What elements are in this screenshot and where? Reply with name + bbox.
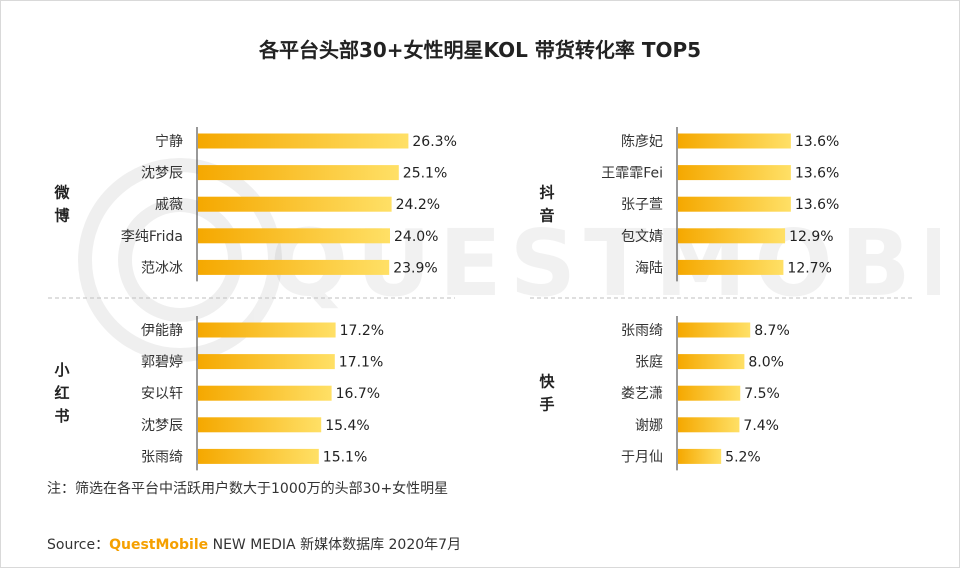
value-label: 24.0% — [394, 229, 438, 245]
bar — [198, 259, 390, 275]
footnote: 注：筛选在各平台中活跃用户数大于1000万的头部30+女性明星 — [47, 481, 449, 497]
category-label: 安以轩 — [141, 386, 183, 402]
category-label: 张子萱 — [621, 197, 663, 213]
value-label: 16.7% — [336, 386, 380, 402]
panel-微博: 微博 宁静 26.3% 沈梦辰 25.1% 戚薇 24.2% 李纯Frida 24.0% 范冰冰 2… — [53, 127, 457, 282]
category-label: 王霏霏Fei — [601, 166, 663, 182]
category-label: 范冰冰 — [141, 259, 183, 276]
bar — [198, 322, 336, 338]
bar — [678, 133, 791, 149]
category-label: 张庭 — [635, 354, 663, 371]
value-label: 15.4% — [325, 418, 369, 434]
category-label: 谢娜 — [635, 418, 663, 434]
category-label: 李纯Frida — [121, 229, 183, 245]
bar — [678, 322, 751, 338]
platform-label: 快手 — [539, 373, 555, 414]
platform-label: 小红书 — [54, 361, 69, 425]
value-label: 23.9% — [393, 260, 437, 276]
bar — [198, 165, 399, 181]
category-label: 宁静 — [155, 133, 183, 150]
category-label: 伊能静 — [141, 323, 183, 339]
value-label: 13.6% — [795, 197, 839, 213]
value-label: 12.7% — [787, 260, 831, 276]
bar — [198, 228, 390, 244]
category-label: 沈梦辰 — [141, 166, 183, 182]
value-label: 5.2% — [725, 449, 761, 465]
value-label: 13.6% — [795, 166, 839, 182]
source-rest: NEW MEDIA 新媒体数据库 2020年7月 — [208, 537, 462, 553]
category-label: 包文婧 — [621, 229, 663, 245]
category-label: 陈彦妃 — [621, 133, 663, 150]
bar — [678, 385, 741, 401]
value-label: 24.2% — [396, 197, 440, 213]
bar — [678, 259, 784, 275]
bar — [678, 448, 722, 464]
bar — [198, 196, 392, 212]
value-label: 12.9% — [789, 229, 833, 245]
bar — [198, 448, 319, 464]
panel-快手: 快手 张雨绮 8.7% 张庭 8.0% 娄艺潇 7.5% 谢娜 7.4% 于月仙 5.2% — [539, 316, 790, 471]
category-label: 戚薇 — [155, 197, 183, 213]
bar — [198, 385, 332, 401]
category-label: 沈梦辰 — [141, 418, 183, 434]
value-label: 26.3% — [412, 134, 456, 150]
source-prefix: Source： — [47, 537, 110, 553]
panel-小红书: 小红书 伊能静 17.2% 郭碧婷 17.1% 安以轩 16.7% 沈梦辰 15.4% 张雨绮 15… — [54, 316, 384, 471]
value-label: 8.7% — [754, 323, 790, 339]
category-label: 张雨绮 — [621, 323, 663, 339]
platform-label: 微博 — [53, 184, 70, 225]
category-label: 郭碧婷 — [141, 354, 183, 371]
chart-title: 各平台头部30+女性明星KOL 带货转化率 TOP5 — [258, 38, 702, 62]
panel-抖音: 抖音 陈彦妃 13.6% 王霏霏Fei 13.6% 张子萱 13.6% 包文婧 12.9% 海陆 1… — [539, 127, 839, 282]
value-label: 17.2% — [340, 323, 384, 339]
value-label: 13.6% — [795, 134, 839, 150]
bar — [198, 354, 335, 370]
value-label: 8.0% — [748, 355, 784, 371]
source-brand: QuestMobile — [109, 537, 209, 553]
category-label: 娄艺潇 — [621, 386, 663, 402]
value-label: 15.1% — [323, 449, 367, 465]
value-label: 17.1% — [339, 355, 383, 371]
bar — [678, 196, 791, 212]
bar — [198, 133, 409, 149]
category-label: 海陆 — [635, 260, 663, 276]
bar — [678, 417, 740, 433]
value-label: 7.5% — [744, 386, 780, 402]
value-label: 25.1% — [403, 166, 447, 182]
platform-label: 抖音 — [539, 184, 554, 225]
bar — [678, 165, 791, 181]
category-label: 张雨绮 — [141, 449, 183, 465]
bar — [678, 354, 745, 370]
category-label: 于月仙 — [621, 449, 663, 465]
value-label: 7.4% — [743, 418, 779, 434]
bar — [198, 417, 322, 433]
bar — [678, 228, 786, 244]
source-line: Source：QuestMobile NEW MEDIA 新媒体数据库 2020… — [47, 534, 461, 554]
